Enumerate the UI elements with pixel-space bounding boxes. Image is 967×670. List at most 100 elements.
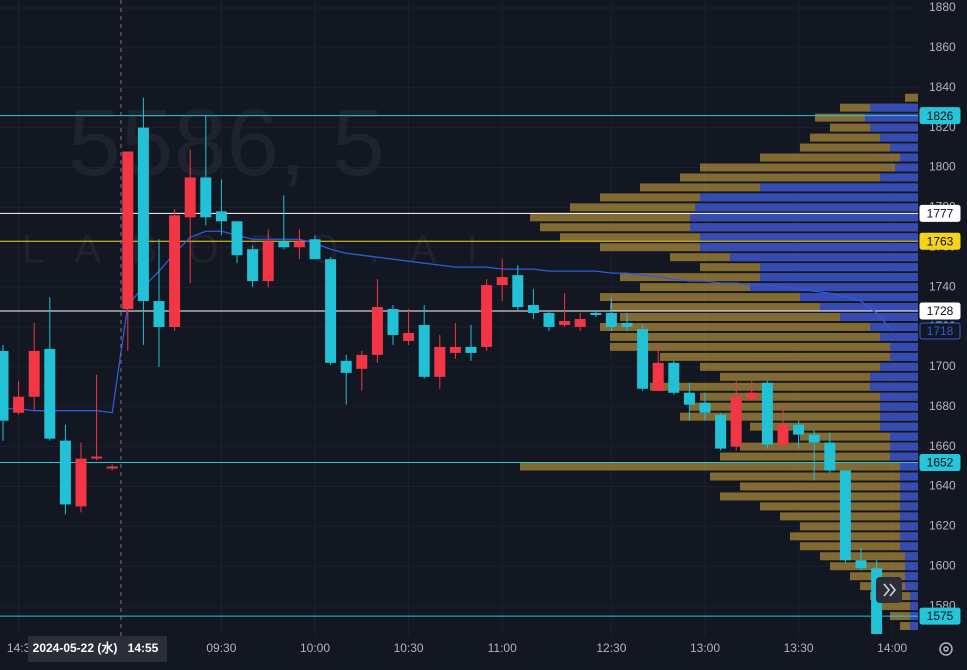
profile-bar (700, 163, 918, 172)
level-label: 1652 (927, 456, 954, 470)
profile-bar (900, 532, 918, 541)
level-label-box (919, 322, 961, 340)
candle-body (340, 360, 352, 373)
candle-body (91, 456, 103, 459)
scroll-button[interactable] (876, 577, 902, 603)
profile-bar (690, 402, 918, 411)
candle-body (13, 396, 25, 413)
y-tick-label: 1660 (929, 439, 956, 453)
profile-bar (610, 342, 918, 351)
profile-bar (720, 452, 918, 461)
candle-body (28, 350, 40, 397)
y-tick-label: 1740 (929, 279, 956, 293)
profile-bar (905, 93, 918, 102)
candle-body (449, 346, 461, 353)
y-axis: 1580160016201640166016801700172017401760… (919, 0, 961, 625)
candle-body (200, 177, 212, 218)
profile-bar (700, 233, 918, 242)
candle-body (262, 241, 274, 282)
candle-body (59, 440, 71, 505)
candle-body (871, 568, 883, 635)
candle-body (668, 362, 680, 393)
x-tick-label: 13:30 (784, 641, 814, 655)
candle-body (309, 239, 321, 260)
candles (0, 97, 893, 635)
level-label-box (919, 454, 961, 472)
profile-bar (740, 482, 918, 491)
profile-bar (850, 572, 918, 581)
settings-button[interactable] (939, 642, 953, 656)
profile-bar (610, 332, 918, 341)
profile-bar (760, 273, 918, 282)
profile-bar (890, 143, 918, 152)
profile-bar (870, 372, 918, 381)
profile-bar (690, 213, 918, 222)
level-label: 1777 (927, 207, 954, 221)
candle-body (699, 402, 711, 413)
candle-body (683, 392, 695, 405)
profile-bar (880, 133, 918, 142)
x-tick-label: 14:00 (877, 641, 907, 655)
profile-bar (890, 342, 918, 351)
profile-bar (895, 163, 918, 172)
level-label: 1826 (927, 109, 954, 123)
candle-body (559, 320, 571, 325)
candle-body (44, 348, 56, 439)
profile-bar (900, 542, 918, 551)
watermark-symbol: 5586, 5 (68, 90, 385, 196)
candle-body (839, 470, 851, 561)
candle-body (652, 362, 664, 391)
profile-bar (880, 602, 918, 611)
candle-body (231, 221, 243, 256)
y-tick-label: 1700 (929, 359, 956, 373)
x-tick-label: 13:00 (690, 641, 720, 655)
candle-body (777, 424, 789, 445)
x-tick-label: 11:00 (488, 641, 517, 655)
profile-bar (910, 622, 918, 631)
profile-bar (880, 332, 918, 341)
profile-bar (830, 562, 918, 571)
candle-body (496, 277, 508, 286)
candle-body (169, 215, 181, 327)
profile-bar (900, 622, 918, 631)
profile-bar (600, 293, 918, 302)
x-tick-label: 10:30 (394, 641, 424, 655)
profile-bar (800, 432, 918, 441)
profile-bar (680, 412, 918, 421)
candle-body (824, 442, 836, 471)
profile-bar (880, 173, 918, 182)
x-tick-label: 10:00 (300, 641, 330, 655)
level-label-box (919, 607, 961, 625)
profile-bar (695, 203, 918, 212)
profile-bar (800, 293, 918, 302)
profile-bar (760, 263, 918, 272)
vwap-line (3, 230, 893, 414)
profile-bar (900, 482, 918, 491)
profile-bar (700, 392, 918, 401)
profile-bar (760, 153, 918, 162)
profile-bar (820, 552, 918, 561)
candle-body (481, 285, 493, 347)
profile-bar (870, 322, 918, 331)
candle-body (418, 324, 430, 377)
level-label: 1728 (927, 304, 954, 318)
candle-body (512, 275, 524, 308)
candle-body (0, 350, 9, 421)
profile-bar (900, 522, 918, 531)
y-tick-label: 1860 (929, 40, 956, 54)
candle-body (746, 392, 758, 399)
candle-body (184, 177, 196, 218)
candle-body (730, 396, 742, 447)
profile-bar (700, 243, 918, 252)
y-tick-label: 1880 (929, 0, 956, 14)
y-tick-label: 1600 (929, 558, 956, 572)
profile-bar (800, 143, 918, 152)
profile-bar (700, 193, 918, 202)
level-label: 1718 (927, 324, 954, 338)
profile-bar (750, 283, 918, 292)
x-axis: 14:3 09:30 10:00 10:30 11:00 12:30 13:00 13:30 1… (7, 641, 908, 655)
y-tick-label: 1840 (929, 80, 956, 94)
volume-profile (520, 93, 918, 631)
profile-bar (910, 602, 918, 611)
